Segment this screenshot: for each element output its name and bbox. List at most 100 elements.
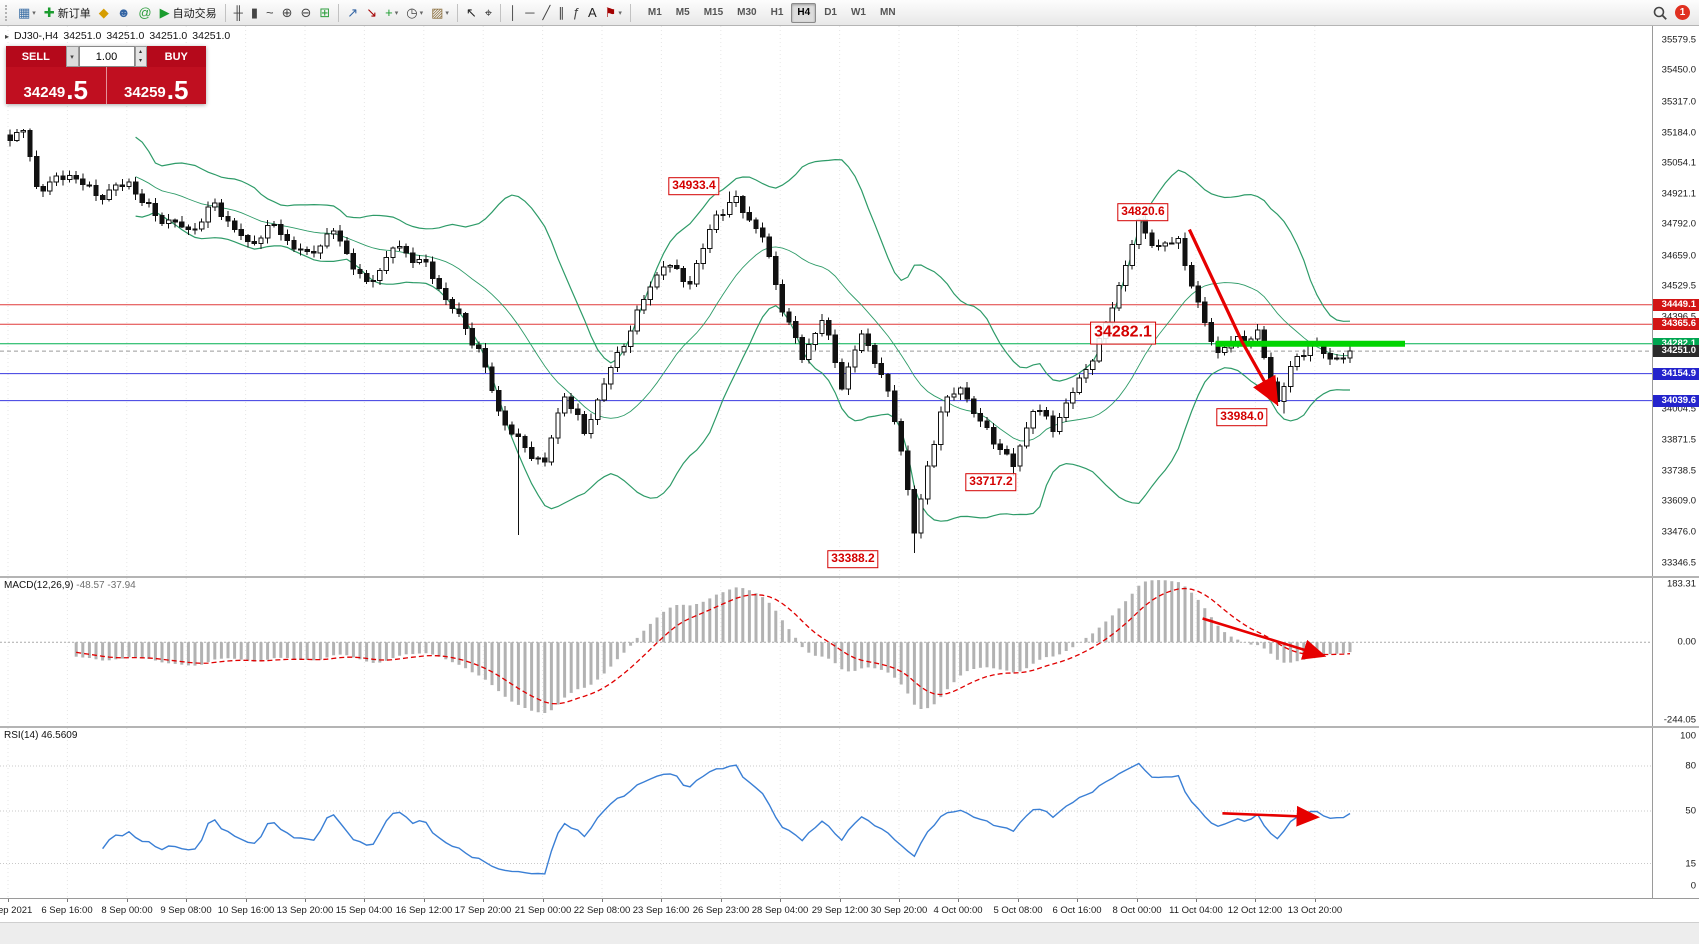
price-axis[interactable]: 35579.5 35450.0 35317.0 35184.0 35054.1 34921… — [1653, 26, 1699, 898]
timeframe-toolbar: M1 M5 M15 M30 H1 H4 D1 W1 MN — [641, 2, 903, 23]
template-icon[interactable]: ▨ ▾ — [427, 3, 453, 23]
price-annotation-34820-6[interactable]: 34820.6 — [1117, 203, 1169, 221]
crosshair-icon-glyph: ⌖ — [484, 5, 493, 20]
horizontal-line-icon[interactable]: ─ — [521, 3, 538, 23]
time-tick — [1077, 899, 1078, 902]
rsi-tick: 15 — [1685, 858, 1696, 869]
buy-price-main: 34259 — [124, 83, 166, 101]
price-chart-panel[interactable]: ▸ DJ30-,H4 34251.0 34251.0 34251.0 34251… — [0, 26, 1652, 576]
time-tick — [1137, 899, 1138, 902]
price-tick: 35317.0 — [1661, 96, 1696, 108]
market-watch-icon-glyph: ◆ — [98, 5, 109, 20]
horizontal-line-icon-glyph: ─ — [525, 5, 535, 20]
collapse-arrow-icon[interactable]: ▸ — [5, 31, 10, 41]
autotrading-button[interactable]: ▶ 自动交易 — [156, 3, 221, 23]
indicators-up-icon[interactable]: ↗ — [343, 3, 362, 23]
ohlc-high: 34251.0 — [106, 30, 145, 42]
panel-splitter-2[interactable] — [0, 726, 1699, 728]
bar-chart-icon[interactable]: ╫ — [230, 3, 247, 23]
timeframe-m5-button[interactable]: M5 — [675, 7, 690, 18]
time-label: 6 Oct 16:00 — [1052, 905, 1102, 916]
text-icon-glyph: A — [588, 5, 597, 20]
market-watch-icon[interactable]: ◆ — [95, 3, 113, 23]
volume-input[interactable] — [78, 46, 135, 67]
price-tick: 34659.0 — [1661, 250, 1696, 262]
timeframe-h1-button[interactable]: H1 — [770, 7, 784, 18]
price-tick: 33476.0 — [1661, 526, 1696, 538]
tile-windows-icon[interactable]: ⊞ — [315, 3, 334, 23]
timeframe-m30-button[interactable]: M30 — [737, 7, 757, 18]
toolbar-separator — [224, 3, 226, 22]
rsi-panel[interactable]: RSI(14) 46.5609 — [0, 728, 1652, 898]
sell-price[interactable]: 34249 .5 — [6, 67, 107, 104]
time-tick — [1315, 899, 1316, 902]
time-label: 17 Sep 20:00 — [454, 905, 512, 916]
price-annotation-33984-0[interactable]: 33984.0 — [1216, 408, 1268, 426]
price-annotation-34933-4[interactable]: 34933.4 — [668, 177, 720, 195]
panel-splitter[interactable] — [0, 576, 1699, 578]
price-annotation-33388-2[interactable]: 33388.2 — [827, 550, 879, 568]
timeframe-w1-button[interactable]: W1 — [850, 7, 866, 18]
sell-price-main: 34249 — [23, 83, 66, 101]
macd-panel[interactable]: MACD(12,26,9) -48.57 -37.94 — [0, 578, 1652, 726]
label-flag-icon[interactable]: ⚑ ▾ — [601, 3, 626, 23]
add-indicator-icon-caret-icon: ▾ — [394, 9, 399, 17]
zoom-in-icon[interactable]: ⊕ — [278, 3, 297, 23]
zoom-out-icon[interactable]: ⊖ — [296, 3, 315, 23]
timeframe-h4-button[interactable]: H4 — [791, 2, 817, 23]
cursor-icon[interactable]: ↖ — [462, 3, 481, 23]
line-chart-icon[interactable]: ~ — [262, 3, 278, 23]
time-label: 10 Sep 16:00 — [217, 905, 275, 916]
volume-down-icon[interactable]: ▾ — [138, 58, 142, 65]
timeframe-d1-button[interactable]: D1 — [824, 7, 837, 18]
tile-windows-icon-glyph: ⊞ — [319, 5, 331, 20]
volume-up-icon[interactable]: ▴ — [138, 48, 142, 55]
buy-price[interactable]: 34259 .5 — [106, 67, 206, 104]
template-icon-caret-icon: ▾ — [445, 9, 449, 17]
timeframe-m15-button[interactable]: M15 — [703, 7, 724, 18]
notification-badge[interactable]: 1 — [1675, 5, 1690, 20]
sell-dropdown-icon[interactable]: ▾ — [65, 46, 79, 67]
text-icon[interactable]: A — [584, 3, 601, 23]
toolbar-grip[interactable] — [5, 4, 9, 21]
time-axis[interactable]: 2 Sep 2021 6 Sep 16:00 8 Sep 00:00 9 Sep 08… — [0, 898, 1699, 922]
add-indicator-icon[interactable]: + ▾ — [381, 3, 402, 23]
time-label: 13 Oct 20:00 — [1287, 905, 1343, 916]
price-tick: 35579.5 — [1661, 34, 1696, 46]
period-clock-icon[interactable]: ◷ ▾ — [402, 3, 427, 23]
time-label: 28 Sep 04:00 — [751, 905, 809, 916]
price-annotation-34282-1[interactable]: 34282.1 — [1090, 321, 1156, 345]
candlestick-chart[interactable] — [0, 26, 1652, 576]
search-icon[interactable] — [1652, 5, 1668, 21]
time-tick — [305, 899, 306, 902]
price-annotation-33717-2[interactable]: 33717.2 — [965, 473, 1017, 491]
sell-button[interactable]: SELL — [21, 50, 50, 63]
new-order-button[interactable]: ✚ 新订单 — [40, 3, 95, 23]
chart-window-icon-caret-icon: ▾ — [32, 9, 36, 17]
ohlc-close: 34251.0 — [192, 30, 231, 42]
community-icon[interactable]: @ — [134, 3, 155, 23]
zoom-in-icon-glyph: ⊕ — [281, 5, 293, 20]
sell-price-frac: .5 — [66, 74, 88, 105]
timeframe-mn-button[interactable]: MN — [879, 7, 896, 18]
trendline-icon[interactable]: ╱ — [538, 3, 554, 23]
fibonacci-icon[interactable]: ƒ — [569, 3, 584, 23]
indicators-down-icon[interactable]: ↘ — [362, 3, 381, 23]
crosshair-icon[interactable]: ⌖ — [481, 3, 496, 23]
add-indicator-icon-glyph: + — [385, 5, 393, 20]
timeframe-m1-button[interactable]: M1 — [647, 7, 662, 18]
candlestick-chart-icon[interactable]: ▮ — [247, 3, 262, 23]
price-tick: 34004.5 — [1661, 403, 1696, 415]
profile-icon[interactable]: ☻ — [113, 3, 135, 23]
buy-button[interactable]: BUY — [164, 50, 188, 63]
price-tick: 35054.1 — [1661, 157, 1696, 169]
volume-stepper[interactable]: ▴ ▾ — [134, 46, 147, 67]
line-chart-icon-glyph: ~ — [265, 5, 274, 20]
chart-window-icon[interactable]: ▦ ▾ — [14, 3, 40, 23]
vertical-line-icon[interactable]: │ — [505, 3, 521, 23]
time-label: 30 Sep 20:00 — [870, 905, 928, 916]
price-tick: 35450.0 — [1661, 64, 1696, 76]
equidistant-channel-icon[interactable]: ∥ — [554, 3, 569, 23]
price-tick: 33871.5 — [1661, 434, 1696, 446]
profile-icon-glyph: ☻ — [116, 5, 131, 20]
